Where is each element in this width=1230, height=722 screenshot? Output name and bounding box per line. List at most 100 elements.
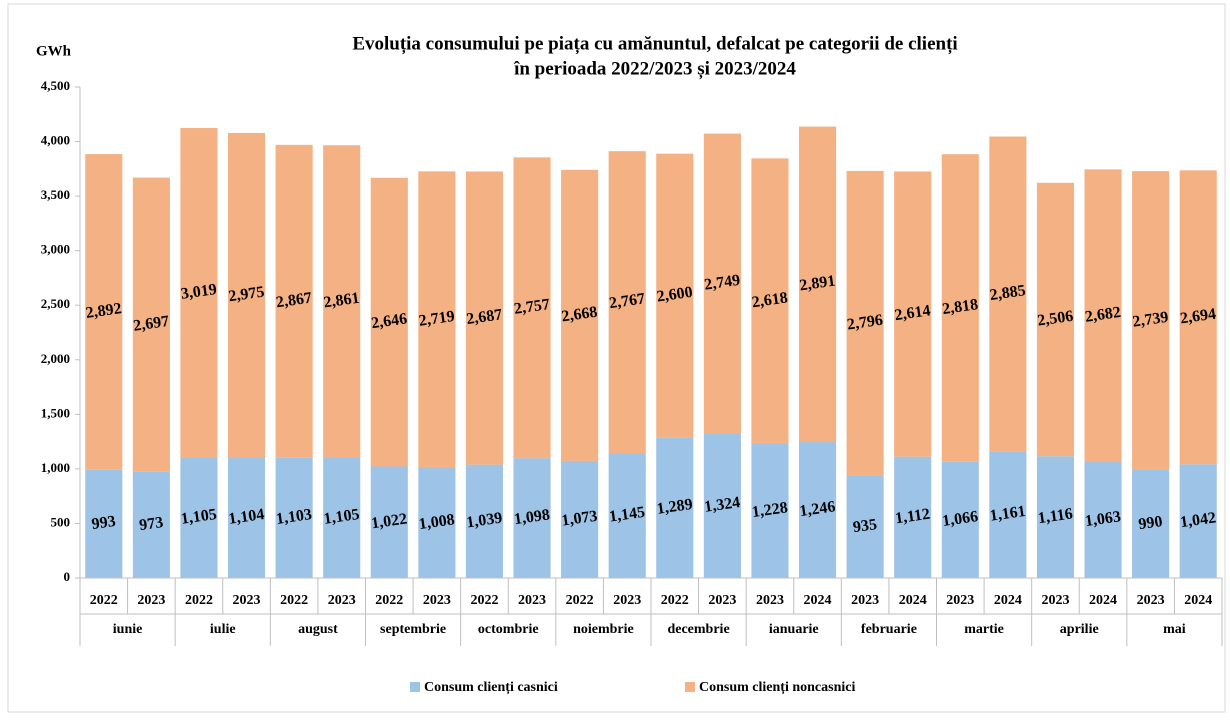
group-label: martie — [964, 622, 1004, 637]
bar-segment — [941, 154, 979, 462]
bar-segment — [132, 471, 170, 578]
group-label: aprilie — [1060, 622, 1099, 637]
bar-segment — [1036, 456, 1075, 578]
x-tick-label: 2022 — [470, 593, 498, 608]
group-label: februarie — [861, 622, 917, 637]
x-tick-label: 2022 — [661, 593, 689, 608]
x-tick-label: 2024 — [1089, 593, 1117, 608]
group-label: noiembrie — [573, 622, 634, 637]
bar-segment — [608, 453, 646, 578]
data-label: 2,719 — [418, 308, 456, 330]
bar-segment — [703, 433, 741, 578]
y-tick-label: 4,500 — [41, 78, 70, 93]
data-label: 2,614 — [894, 302, 932, 324]
data-label: 2,749 — [703, 272, 741, 294]
bar-segment — [275, 144, 313, 458]
y-tick-label: 3,000 — [41, 242, 70, 257]
legend-label: Consum clienți noncasnici — [699, 680, 855, 695]
data-label: 2,506 — [1036, 308, 1074, 330]
bar-segment — [989, 451, 1027, 578]
data-label: 993 — [91, 513, 117, 533]
bar-segment — [465, 171, 504, 465]
x-tick-label: 2023 — [613, 593, 641, 608]
data-label: 2,694 — [1179, 306, 1217, 328]
y-tick-label: 3,500 — [41, 187, 70, 202]
bar-segment — [798, 126, 837, 443]
y-tick-label: 4,000 — [41, 133, 70, 148]
bar-segment — [370, 177, 408, 467]
group-label: decembrie — [667, 622, 729, 637]
bar-segment — [323, 457, 361, 578]
x-tick-label: 2023 — [851, 593, 879, 608]
data-label: 2,618 — [751, 289, 789, 311]
group-label: iunie — [113, 622, 143, 637]
x-tick-label: 2024 — [804, 593, 832, 608]
bar-segment — [941, 461, 979, 578]
legend-label: Consum clienți casnici — [424, 680, 558, 695]
data-label: 1,098 — [513, 506, 551, 528]
data-label: 2,818 — [941, 296, 979, 318]
bar-segment — [465, 464, 504, 578]
bar-segment — [989, 136, 1027, 452]
bar-segment — [656, 153, 694, 438]
bar-segment — [751, 444, 789, 578]
bar-segment — [85, 154, 123, 470]
bar-segment — [132, 177, 170, 472]
bar-segment — [703, 133, 741, 434]
bar-segment — [846, 170, 884, 476]
y-tick-label: 500 — [51, 514, 71, 529]
bar-segment — [798, 442, 837, 578]
group-label: mai — [1163, 622, 1186, 637]
bar-segment — [180, 128, 218, 458]
data-label: 1,008 — [418, 511, 456, 533]
bar-segment — [894, 171, 932, 457]
x-tick-label: 2024 — [1184, 593, 1212, 608]
bar-segment — [1084, 169, 1122, 463]
data-label: 2,867 — [275, 289, 313, 311]
bar-segment — [513, 157, 551, 459]
bar-segment — [180, 457, 218, 578]
bar-segment — [561, 460, 599, 578]
data-label: 973 — [138, 514, 164, 534]
chart-title: Evoluția consumului pe piața cu amănuntu… — [352, 33, 957, 54]
bar-segment — [323, 145, 361, 458]
data-label: 1,039 — [465, 510, 503, 532]
bar-segment — [751, 158, 789, 445]
data-label: 2,646 — [370, 310, 408, 332]
bar-segment — [275, 457, 313, 578]
data-label: 2,687 — [465, 306, 503, 328]
bar-segment — [656, 437, 694, 578]
data-label: 1,066 — [941, 508, 979, 530]
group-label: august — [298, 622, 338, 637]
bar-segment — [561, 169, 599, 461]
bar-segment — [370, 466, 408, 578]
data-label: 1,073 — [561, 508, 599, 530]
bar-segment — [227, 457, 266, 578]
bar-segment — [608, 151, 646, 454]
chart-subtitle: în perioada 2022/2023 și 2023/2024 — [513, 58, 796, 79]
x-tick-label: 2023 — [756, 593, 784, 608]
group-label: iulie — [210, 622, 236, 637]
data-label: 1,116 — [1037, 505, 1074, 527]
bar-segment — [1132, 171, 1170, 470]
bar-segment — [85, 469, 123, 578]
bar-segment — [513, 458, 551, 578]
y-axis-label: GWh — [36, 43, 72, 59]
x-tick-label: 2023 — [328, 593, 356, 608]
data-label: 1,103 — [275, 506, 313, 528]
group-label: ianuarie — [769, 622, 819, 637]
y-tick-label: 1,000 — [41, 460, 70, 475]
legend-swatch — [410, 682, 420, 692]
x-tick-label: 2023 — [137, 593, 165, 608]
bar-segment — [846, 475, 884, 578]
x-tick-label: 2022 — [566, 593, 594, 608]
legend-swatch — [685, 682, 695, 692]
x-tick-label: 2022 — [375, 593, 403, 608]
x-tick-label: 2023 — [1041, 593, 1069, 608]
data-label: 1,324 — [703, 494, 741, 516]
x-tick-label: 2023 — [518, 593, 546, 608]
x-tick-label: 2023 — [946, 593, 974, 608]
group-label: septembrie — [380, 622, 446, 637]
x-tick-label: 2022 — [90, 593, 118, 608]
